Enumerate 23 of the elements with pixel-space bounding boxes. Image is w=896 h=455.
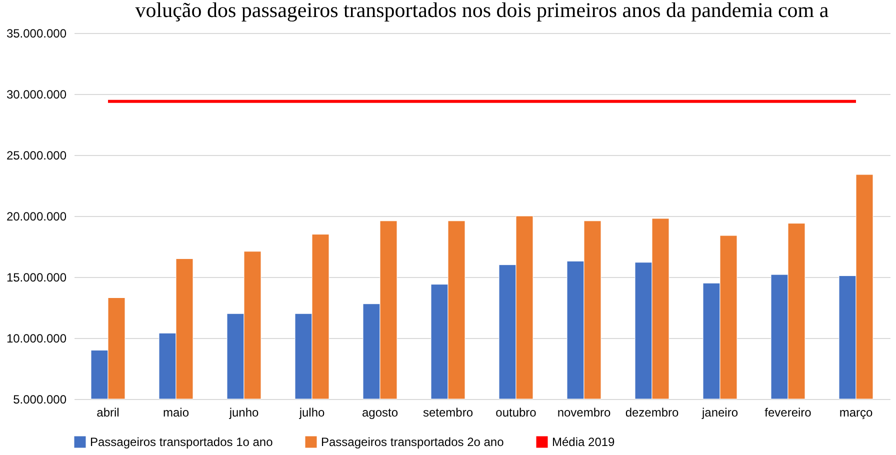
x-tick-label: junho xyxy=(228,406,259,420)
y-tick-label: 35.000.000 xyxy=(6,26,67,40)
x-tick-label: março xyxy=(839,406,873,420)
legend-label: Média 2019 xyxy=(552,435,616,449)
x-tick-label: novembro xyxy=(557,406,611,420)
y-tick-label: 30.000.000 xyxy=(6,88,67,102)
x-tick-label: outubro xyxy=(496,406,537,420)
legend-label: Passageiros transportados 2o ano xyxy=(321,435,504,449)
x-tick-label: maio xyxy=(162,406,190,420)
y-tick-label: 25.000.000 xyxy=(6,148,67,162)
chart-title: volução dos passageiros transportados nos dois primeiros anos da pandemia com a xyxy=(135,0,830,22)
x-tick-label: janeiro xyxy=(700,406,738,420)
x-tick-label: julho xyxy=(298,406,325,420)
x-tick-label: dezembro xyxy=(625,406,679,420)
y-tick-label: 10.000.000 xyxy=(6,332,67,346)
legend-label: Passageiros transportados 1o ano xyxy=(90,435,274,449)
x-tick-label: setembro xyxy=(422,406,474,420)
x-tick-label: abril xyxy=(96,406,120,420)
y-tick-label: 20.000.000 xyxy=(6,210,67,224)
y-tick-label: 5.000.000 xyxy=(13,392,67,406)
y-tick-label: 15.000.000 xyxy=(6,270,67,284)
x-tick-label: agosto xyxy=(362,406,398,420)
x-tick-label: fevereiro xyxy=(764,406,812,420)
